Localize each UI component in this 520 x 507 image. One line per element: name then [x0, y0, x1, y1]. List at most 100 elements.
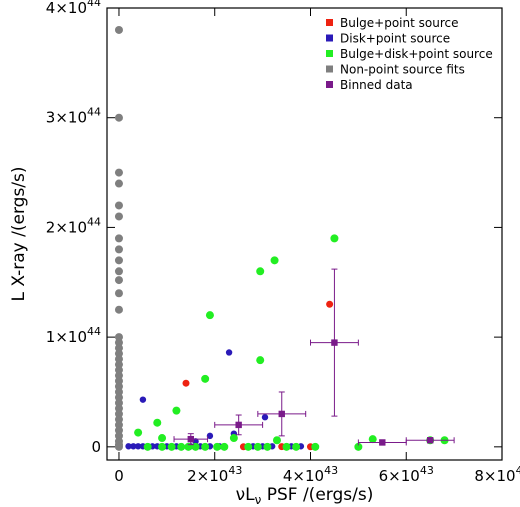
data-point	[114, 420, 123, 429]
y-tick-label: 0	[91, 438, 101, 456]
data-point	[114, 382, 123, 391]
data-point	[114, 179, 123, 188]
data-point	[172, 406, 181, 415]
data-point	[130, 443, 137, 450]
data-point	[114, 426, 123, 435]
data-point	[114, 168, 123, 177]
data-point	[153, 418, 162, 427]
data-point	[206, 432, 214, 440]
x-tick-label: 8×1043	[474, 464, 520, 485]
legend-label: Bulge+point source	[340, 16, 459, 30]
data-point	[125, 443, 132, 450]
data-point	[253, 442, 262, 451]
series-disk-point-source	[125, 349, 305, 450]
x-tick-label: 6×1043	[379, 464, 434, 485]
data-point	[167, 442, 176, 451]
data-point	[114, 431, 123, 440]
data-point	[311, 442, 320, 451]
series-bulge-disk-point-source	[134, 234, 449, 451]
data-point	[426, 437, 434, 444]
data-point	[114, 377, 123, 386]
legend-label: Binned data	[340, 78, 413, 92]
data-point	[261, 414, 269, 421]
data-point	[354, 442, 363, 451]
y-tick-label: 1×1044	[46, 325, 101, 346]
data-point	[292, 442, 301, 451]
data-point	[182, 379, 190, 387]
data-point	[114, 338, 123, 347]
data-point	[256, 267, 265, 276]
data-point	[114, 344, 123, 353]
data-point	[114, 409, 123, 418]
data-point	[114, 113, 123, 122]
legend-label: Non-point source fits	[340, 63, 465, 77]
data-point	[177, 442, 186, 451]
data-point	[114, 349, 123, 358]
legend-swatch	[326, 65, 333, 73]
data-point	[114, 25, 123, 34]
data-point	[205, 311, 214, 320]
y-axis-title: L X-ray /(ergs/s)	[9, 166, 29, 301]
data-point	[213, 442, 222, 451]
data-point	[201, 442, 210, 451]
series-non-point-source-fits	[114, 25, 123, 451]
data-point	[134, 428, 143, 437]
legend-label: Bulge+disk+point source	[340, 47, 493, 61]
y-tick-label: 2×1044	[46, 215, 101, 236]
data-point	[282, 442, 291, 451]
data-point	[114, 212, 123, 221]
x-tick-label: 2×1043	[187, 464, 242, 485]
data-point	[272, 436, 281, 445]
data-point	[114, 201, 123, 210]
data-point	[114, 415, 123, 424]
data-point	[114, 360, 123, 369]
data-point	[379, 439, 386, 446]
data-point	[114, 333, 123, 342]
data-point	[114, 371, 123, 380]
x-tick-label: 0	[114, 467, 124, 485]
data-point	[114, 387, 123, 396]
data-point	[114, 256, 123, 265]
data-point	[114, 276, 123, 285]
x-tick-label: 4×1043	[283, 464, 338, 485]
data-point	[201, 374, 210, 383]
series-binned-data	[173, 268, 455, 446]
data-point	[229, 434, 238, 443]
data-point	[114, 398, 123, 407]
data-point	[187, 435, 194, 443]
data-point	[114, 234, 123, 243]
data-point	[114, 355, 123, 364]
data-point	[368, 435, 377, 444]
data-point	[235, 421, 242, 429]
legend-label: Disk+point source	[340, 32, 450, 46]
plot-frame	[106, 7, 503, 461]
data-point	[220, 442, 229, 451]
data-point	[330, 234, 339, 243]
legend-swatch	[326, 81, 333, 88]
data-point	[114, 404, 123, 413]
data-point	[114, 289, 123, 298]
data-point	[270, 256, 279, 265]
data-point	[114, 442, 123, 451]
data-point	[326, 300, 334, 308]
data-point	[278, 410, 285, 418]
data-point	[114, 366, 123, 375]
series-layer	[114, 25, 455, 451]
data-point	[225, 349, 233, 356]
data-point	[331, 339, 338, 346]
legend-swatch	[326, 50, 333, 57]
data-point	[114, 245, 123, 254]
data-point	[158, 442, 167, 451]
data-point	[256, 356, 265, 365]
x-axis-title: νLν PSF /(ergs/s)	[236, 485, 374, 507]
legend-swatch	[326, 34, 333, 42]
data-point	[143, 442, 152, 451]
y-tick-label: 3×1044	[46, 106, 101, 127]
legend-swatch	[326, 19, 333, 26]
data-point	[158, 434, 167, 443]
data-point	[114, 393, 123, 402]
data-point	[114, 305, 123, 314]
legend: Bulge+point source Disk+point sourceBulge…	[326, 16, 493, 92]
data-point	[263, 442, 272, 451]
